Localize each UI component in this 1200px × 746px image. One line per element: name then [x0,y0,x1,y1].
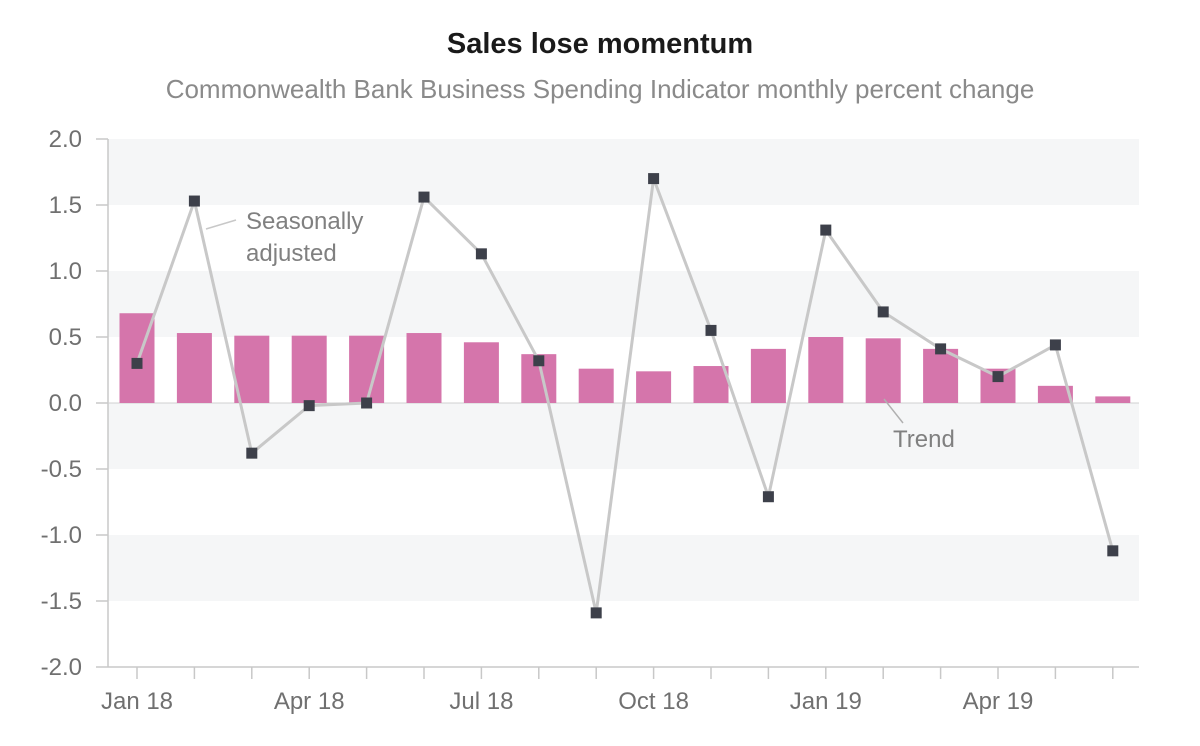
trend-bar [923,348,959,403]
seasonal-line [135,177,1115,615]
trend-bar [808,337,844,403]
trend-bar [349,335,385,403]
grid-band [108,139,1139,205]
seasonal-marker [475,248,487,260]
grid-band [108,535,1139,601]
x-tick-label: Oct 18 [618,688,689,715]
seasonal-annotation-line1: Seasonally [246,208,363,235]
x-tick-labels: Jan 18 Apr 18 Jul 18 Oct 18 Jan 19 Apr 19 [101,667,1114,715]
seasonal-marker [1049,339,1061,351]
seasonal-marker [246,447,258,459]
x-tick-label: Apr 19 [963,688,1034,715]
seasonal-annotation-leader [205,219,237,230]
annotations: Seasonally adjusted Trend [205,208,955,453]
seasonal-marker [820,224,832,236]
grid-bands [108,139,1139,601]
trend-bar [693,366,729,403]
trend-bar [750,348,786,403]
trend-bar [234,335,270,403]
seasonal-annotation-line2: adjusted [246,240,337,267]
seasonal-marker [418,191,430,203]
seasonal-marker [877,306,889,318]
seasonal-marker [1107,545,1119,557]
trend-bar [463,342,499,403]
trend-bar [1037,385,1073,403]
seasonal-marker [590,607,602,619]
seasonal-marker [303,400,315,412]
seasonal-markers [131,173,1119,619]
y-tick-label: 1.0 [49,258,82,285]
trend-annotation-leader [883,398,904,424]
x-tick-label: Jan 18 [101,688,173,715]
seasonal-marker [131,357,143,369]
y-tick-label: -1.5 [41,588,82,615]
seasonal-marker [705,324,717,336]
chart-subtitle: Commonwealth Bank Business Spending Indi… [165,74,1035,104]
trend-bar [865,338,901,403]
seasonal-marker [361,397,373,409]
y-tick-label: 0.0 [49,390,82,417]
x-tick-label: Jul 18 [449,688,513,715]
chart-title: Sales lose momentum [446,28,754,60]
y-tick-label: -1.0 [41,522,82,549]
seasonal-marker [992,371,1004,383]
seasonal-marker [188,195,200,207]
trend-annotation: Trend [893,426,955,453]
seasonal-line-path [135,177,1115,615]
seasonal-marker [762,491,774,503]
trend-bar [291,335,327,403]
y-tick-labels: 2.0 1.5 1.0 0.5 0.0 -0.5 -1.0 -1.5 -2.0 [41,126,108,681]
y-tick-label: -2.0 [41,654,82,681]
x-tick-label: Apr 18 [274,688,345,715]
trend-bar [636,371,672,403]
y-tick-label: -0.5 [41,456,82,483]
grid-band [108,271,1139,337]
trend-bar [578,368,614,403]
seasonal-marker [648,173,660,185]
y-tick-label: 2.0 [49,126,82,153]
seasonal-marker [935,343,947,355]
y-tick-label: 0.5 [49,324,82,351]
trend-bar [176,333,212,403]
trend-bar [406,333,442,403]
trend-bar [1095,396,1131,403]
y-tick-label: 1.5 [49,192,82,219]
seasonal-marker [533,355,545,367]
x-tick-label: Jan 19 [790,688,862,715]
